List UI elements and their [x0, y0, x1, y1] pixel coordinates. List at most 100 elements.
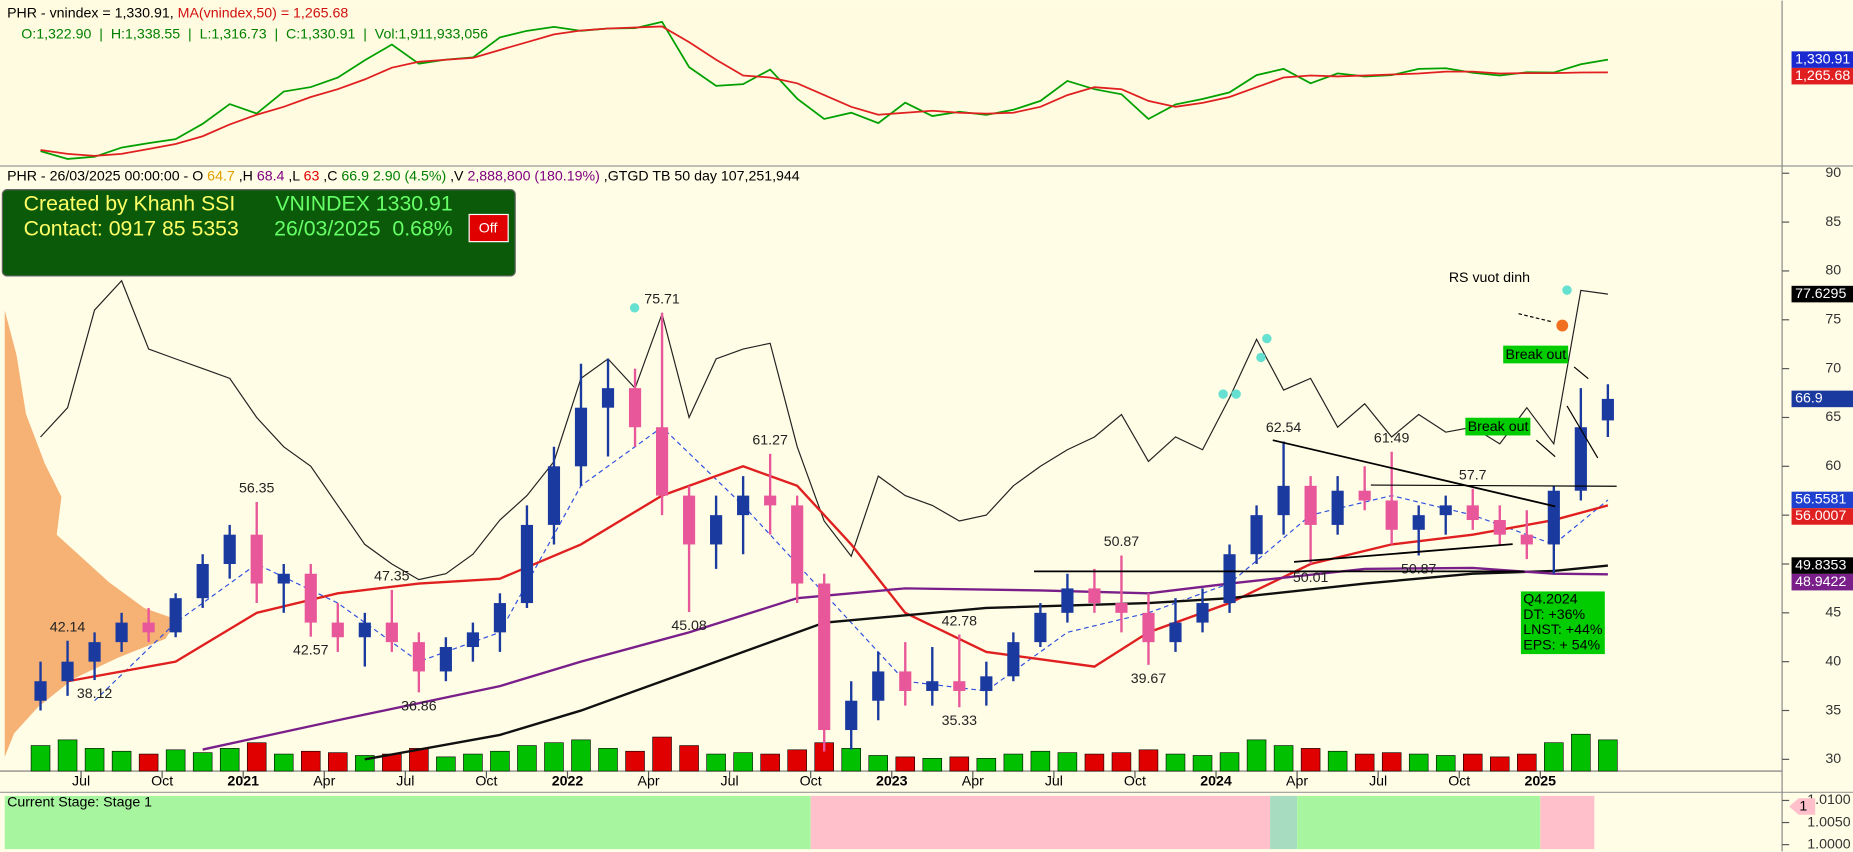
value-label-box [1791, 285, 1853, 303]
x-tick-label: Oct [800, 773, 822, 789]
legend-part: 63 [304, 168, 320, 184]
candle-body [1466, 505, 1479, 521]
annotation: 62.54 [1266, 420, 1302, 436]
legend: PHR - 26/03/2025 00:00:00 - O 64.7 ,H 68… [7, 168, 800, 184]
candle-body [1601, 398, 1614, 421]
x-tick-label: Apr [1286, 773, 1308, 789]
candle-body [1574, 427, 1587, 491]
value-label: 1,265.68 [1795, 68, 1850, 84]
candle-body [1385, 500, 1398, 530]
legend-part: 64.7 [207, 168, 235, 184]
candle-body [683, 495, 696, 545]
x-tick-label: 2025 [1525, 773, 1557, 789]
x-tick-label: 2022 [552, 773, 584, 789]
volume-bar [1057, 752, 1078, 772]
trendline [1293, 543, 1513, 563]
volume-bar [922, 758, 943, 772]
x-tick-label: Jul [1045, 773, 1063, 789]
candle-body [1061, 588, 1074, 613]
legend-part: 68.4 [257, 168, 285, 184]
y-tick-label: 60 [1825, 458, 1841, 474]
volume-bar [192, 752, 213, 772]
candle-body [980, 676, 993, 691]
candle-body [872, 671, 885, 701]
off-button-bg[interactable] [468, 213, 509, 243]
info-line: Contact: 0917 85 5353 [24, 216, 239, 240]
volume-bar [949, 756, 970, 772]
volume-bar [1246, 739, 1267, 772]
volume-profile [4, 310, 178, 757]
candle-body [115, 622, 128, 643]
candle-body [466, 632, 479, 648]
x-tick-label: Oct [151, 773, 173, 789]
volume-bar [1003, 753, 1024, 772]
candle-body [1088, 588, 1101, 604]
candle-body [655, 427, 669, 496]
value-label-box [1791, 557, 1853, 574]
annotation: 61.27 [752, 433, 788, 449]
note: RS vuot dinh [1449, 270, 1530, 286]
candle-body [601, 388, 615, 408]
annotation: 50.87 [1401, 561, 1437, 577]
candle-body [791, 505, 804, 584]
x-tick-label: Oct [475, 773, 497, 789]
volume-bar [1571, 733, 1591, 772]
value-label: 66.9 [1795, 391, 1823, 407]
annotation: 42.14 [50, 620, 86, 636]
volume-bar [868, 755, 888, 772]
volume-bar [706, 753, 726, 772]
note: Q4.2024 [1523, 591, 1577, 607]
candle-body [899, 671, 912, 691]
candle-body [1250, 515, 1263, 555]
candle-body [520, 524, 534, 604]
annotation: 45.08 [671, 618, 707, 634]
volume-bar [1381, 752, 1402, 772]
stage-band [1540, 795, 1595, 850]
trendline [1566, 405, 1599, 459]
candle-body [628, 388, 642, 428]
y-tick-label: 80 [1825, 263, 1841, 279]
legend-part: PHR - 26/03/2025 00:00:00 - O [7, 168, 207, 184]
index-line [40, 25, 1608, 157]
value-label: 56.5581 [1795, 492, 1846, 508]
annotation: 38.12 [77, 686, 113, 702]
arrow [1535, 439, 1556, 458]
volume-bar [165, 749, 186, 772]
candle-body [412, 642, 425, 672]
volume-bar [733, 752, 753, 772]
volume-bar [1084, 753, 1105, 772]
candle-body [169, 598, 182, 633]
annotation: 36.86 [401, 698, 437, 714]
annotation: 42.57 [293, 642, 329, 658]
candle-body [142, 622, 155, 633]
annotation: 75.71 [644, 292, 680, 308]
volume-bar [625, 750, 645, 772]
annotation: 42.78 [942, 613, 978, 629]
volume-bar [301, 750, 321, 772]
candle-body [1007, 642, 1020, 677]
candle-body [1331, 490, 1344, 525]
volume-bar [111, 750, 132, 772]
dot [1256, 352, 1266, 363]
candle-body [1520, 534, 1533, 545]
volume-bar [1490, 756, 1510, 772]
value-label: 1,330.91 [1795, 51, 1850, 67]
ohlc-text: O:1,322.90 | H:1,338.55 | L:1,316.73 | C… [21, 27, 488, 43]
candle-body [1169, 622, 1182, 643]
volume-bar [30, 745, 51, 772]
off-button[interactable]: Off [468, 213, 509, 243]
volume-bar [1111, 752, 1132, 772]
off-button-label[interactable]: Off [479, 220, 498, 236]
y-tick-label: 40 [1825, 653, 1841, 669]
volume-bar [1030, 750, 1051, 772]
ma-line [202, 566, 1608, 751]
candle-body [1493, 520, 1506, 535]
y-tick-label: 65 [1825, 409, 1841, 425]
dot [629, 303, 640, 313]
volume-bar [976, 758, 997, 772]
trendlines [1034, 313, 1617, 573]
note: Break out [1468, 419, 1529, 435]
value-label: 77.6295 [1795, 286, 1846, 302]
